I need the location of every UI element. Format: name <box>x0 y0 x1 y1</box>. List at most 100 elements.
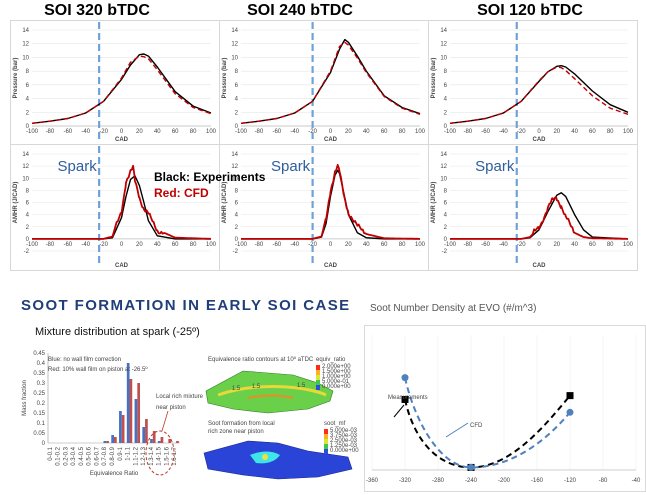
x-axis-label: CAD <box>115 137 129 143</box>
y-axis-label: Pressure (bar) <box>222 58 228 99</box>
y-tick-label: 4 <box>235 97 239 103</box>
contour-number: 1.5 <box>252 384 261 390</box>
soot-x-tick: -240 <box>465 478 478 484</box>
y-tick-label: -2 <box>24 249 30 255</box>
y-tick-label: 8 <box>444 69 448 75</box>
x-axis-label: CAD <box>115 263 129 269</box>
equiv-colorbar-tick: 5.000e-01 <box>322 379 350 385</box>
measurements-pointer <box>393 404 405 418</box>
x-tick-label: 100 <box>623 129 634 135</box>
equiv-colorbar-swatch <box>316 385 320 390</box>
y-tick-label: 12 <box>440 164 447 170</box>
hist-y-tick: 0.3 <box>37 381 46 387</box>
soot-density-frame <box>364 325 646 492</box>
mixture-histogram: 00.050.10.150.20.250.30.350.40.450-0.1 0.… <box>22 351 359 480</box>
x-tick-label: -20 <box>308 242 317 248</box>
y-tick-label: 10 <box>440 176 447 182</box>
x-tick-label: 20 <box>136 242 143 248</box>
x-tick-label: -40 <box>290 242 299 248</box>
hist-x-tick: 0.2-0.3 <box>63 446 69 465</box>
contour-band <box>217 385 327 397</box>
spark-label: Spark <box>271 158 311 175</box>
hist-bar-red <box>106 441 109 443</box>
x-tick-label: 100 <box>415 129 426 135</box>
hist-x-tick: 0.3-0.4 <box>71 446 77 465</box>
x-axis-label: CAD <box>533 137 547 143</box>
x-tick-label: -80 <box>255 242 264 248</box>
cfd-point <box>566 408 574 416</box>
legend-cfd: Red: CFD <box>154 186 209 200</box>
soot-colorbar-swatch <box>324 429 328 434</box>
x-tick-label: -80 <box>255 129 264 135</box>
y-tick-label: 10 <box>22 55 29 61</box>
hist-x-tick: 0.8-0.9 <box>110 446 116 465</box>
hist-x-tick: 0.9-1 <box>118 446 124 460</box>
x-tick-label: 20 <box>345 129 352 135</box>
x-tick-label: -60 <box>481 242 490 248</box>
soi320-title: SOI 320 bTDC <box>44 2 150 19</box>
hist-x-tick: 0.5-0.6 <box>87 446 93 465</box>
rich-mixture-annotation: near piston <box>156 405 186 411</box>
cfd-line <box>241 164 420 240</box>
y-tick-label: 12 <box>22 42 29 48</box>
x-tick-label: 20 <box>553 129 560 135</box>
soot-density-title: Soot Number Density at EVO (#/m^3) <box>370 303 537 314</box>
y-tick-label: 6 <box>235 83 239 89</box>
hist-x-tick: 1.4-1.5 <box>157 446 163 465</box>
hist-x-tick: 0-0.1 <box>48 446 54 460</box>
hist-y-tick: 0.2 <box>37 401 46 407</box>
cfd-line <box>404 377 571 469</box>
hist-y-tick: 0.05 <box>33 431 45 437</box>
x-tick-label: -40 <box>499 242 508 248</box>
soot-colorbar-tick: 0.000e+00 <box>330 448 359 454</box>
y-tick-label: 6 <box>235 201 239 207</box>
hist-bar-red <box>114 437 117 443</box>
y-tick-label: 0 <box>235 237 239 243</box>
x-tick-label: 80 <box>607 242 614 248</box>
legend-red-text: Red: 10% wall film on piston at -26.5º <box>48 366 148 373</box>
soot-colorbar-tick: 5.000e-03 <box>330 428 358 434</box>
hist-bar-red <box>129 379 133 443</box>
soot-formation-label: Soot formation from local <box>208 421 275 427</box>
hist-bar-blue <box>126 363 130 443</box>
x-tick-label: 80 <box>607 129 614 135</box>
equiv-ratio-contour-image <box>205 370 334 414</box>
equiv-colorbar-tick: 0.000e+00 <box>322 384 351 390</box>
x-tick-label: -40 <box>499 129 508 135</box>
soot-colorbar-tick: 1.250e-03 <box>330 443 358 449</box>
y-tick-label: 12 <box>440 42 447 48</box>
y-axis-label: AMHR (J/CAD) <box>222 182 228 224</box>
x-tick-label: -60 <box>272 242 281 248</box>
x-tick-label: 80 <box>399 129 406 135</box>
x-tick-label: -80 <box>463 242 472 248</box>
measurement-point <box>566 392 574 400</box>
x-tick-label: -40 <box>81 129 90 135</box>
hist-y-label: Mass fraction <box>22 380 28 416</box>
soot-colorbar-swatch <box>324 449 328 454</box>
hist-y-tick: 0.35 <box>33 371 45 377</box>
y-tick-label: 14 <box>231 28 238 34</box>
hist-x-tick: 0.4-0.5 <box>79 446 85 465</box>
soot-hotspot-core <box>262 454 268 460</box>
x-tick-label: 0 <box>120 242 124 248</box>
y-tick-label: 10 <box>440 55 447 61</box>
x-tick-label: -20 <box>99 129 108 135</box>
experiment-line <box>240 38 421 124</box>
cfd-line <box>31 55 212 124</box>
x-axis-label: CAD <box>324 137 338 143</box>
x-tick-label: 100 <box>623 242 634 248</box>
x-tick-label: -40 <box>290 129 299 135</box>
x-tick-label: -20 <box>517 129 526 135</box>
cfd-line <box>32 164 212 240</box>
x-tick-label: 80 <box>190 129 197 135</box>
equiv-colorbar-tick: 1.000e+00 <box>322 374 351 380</box>
y-tick-label: 12 <box>22 164 29 170</box>
x-tick-label: 60 <box>172 129 179 135</box>
soot-colorbar-tick: 3.750e-03 <box>330 433 358 439</box>
x-tick-label: 60 <box>381 129 388 135</box>
hist-x-tick: 0.7-0.8 <box>102 446 108 465</box>
equiv-colorbar-tick: 1.500e+00 <box>322 369 351 375</box>
spark-label: Spark <box>475 158 515 175</box>
